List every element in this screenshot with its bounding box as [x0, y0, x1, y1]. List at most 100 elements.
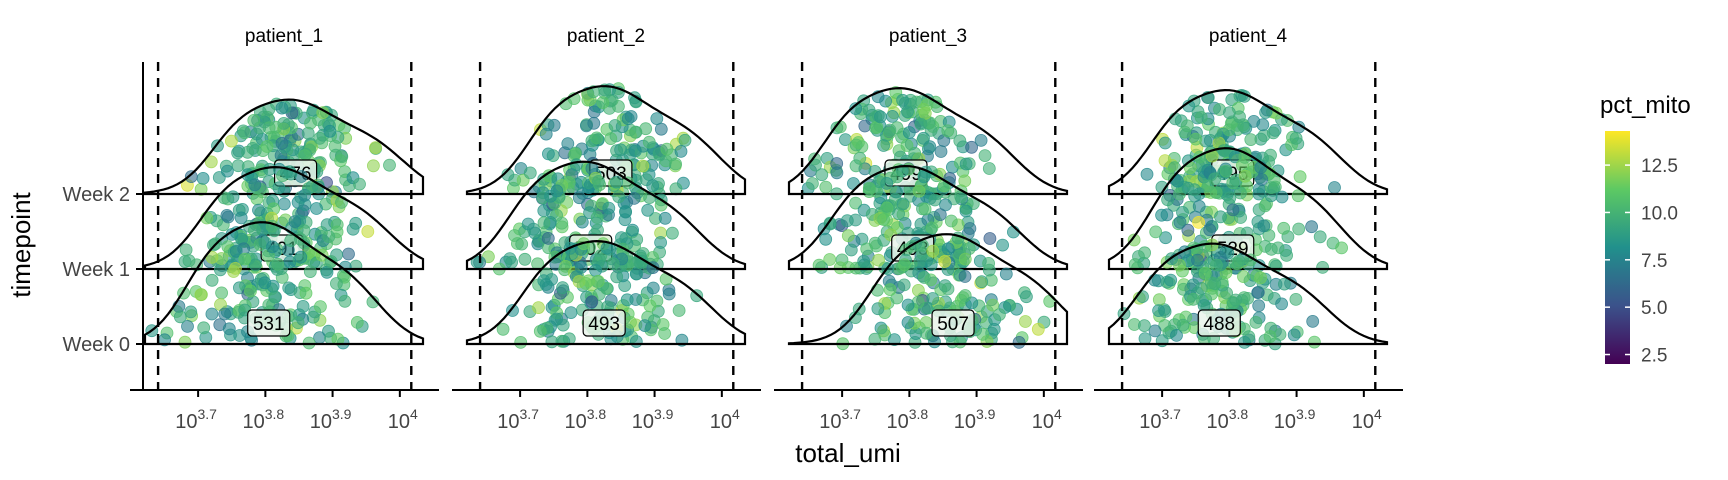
cell-point: [658, 211, 672, 225]
cell-point: [572, 191, 586, 205]
cell-point: [514, 335, 528, 349]
cell-point: [913, 254, 927, 268]
cell-point: [1264, 148, 1277, 162]
cell-point: [917, 271, 931, 284]
density-outline: [143, 165, 425, 271]
cell-point: [898, 258, 911, 272]
cell-point: [283, 255, 297, 269]
cell-point: [941, 282, 955, 296]
cell-point: [383, 158, 396, 172]
cell-point: [218, 307, 232, 321]
cell-point: [227, 265, 241, 278]
cell-point: [1194, 111, 1208, 124]
legend-tick-label: 5.0: [1641, 298, 1667, 319]
cell-point: [568, 147, 582, 161]
cell-point: [678, 133, 692, 147]
cell-point: [1254, 271, 1267, 285]
cell-point: [630, 267, 643, 281]
cell-point: [1161, 167, 1175, 181]
x-tick-label: 103.8: [887, 406, 929, 433]
cell-point: [197, 321, 211, 335]
cell-point: [589, 263, 602, 277]
cell-point: [1204, 276, 1218, 290]
cell-point: [672, 304, 686, 317]
cell-point: [833, 261, 847, 275]
cell-point: [646, 179, 660, 193]
cell-point: [890, 185, 903, 199]
cell-point: [590, 211, 604, 224]
cell-point: [614, 143, 627, 157]
cell-point: [1217, 144, 1231, 158]
cell-point: [1275, 190, 1289, 204]
density-outline: [465, 160, 747, 271]
cell-point: [545, 335, 559, 349]
cell-point: [858, 119, 872, 133]
cell-point: [959, 204, 973, 218]
cell-point: [1198, 240, 1211, 253]
density-outline: [465, 239, 747, 346]
cell-point: [252, 203, 265, 217]
cell-point: [618, 213, 632, 227]
cell-point: [313, 331, 327, 345]
x-tick-label: 103.8: [1207, 406, 1249, 433]
cell-point: [819, 180, 833, 194]
cell-point: [958, 270, 972, 283]
cell-point: [1159, 231, 1172, 245]
cell-point: [925, 221, 939, 235]
cell-point: [919, 326, 933, 340]
cell-point: [1148, 324, 1162, 338]
density-outline: [787, 86, 1069, 196]
cell-point: [181, 319, 194, 333]
cell-point: [806, 177, 819, 190]
cell-point: [1244, 133, 1258, 147]
cell-point: [1181, 223, 1195, 237]
cell-point: [1280, 248, 1293, 262]
cell-point: [958, 174, 972, 188]
cell-point: [654, 236, 667, 249]
cell-point: [204, 155, 218, 169]
cell-point: [666, 226, 679, 240]
cell-point: [194, 288, 208, 302]
x-tick-label: 104: [388, 406, 418, 433]
cell-point: [896, 93, 909, 107]
cell-point: [547, 118, 561, 132]
x-tick-label: 103.7: [175, 406, 217, 433]
cell-point: [1308, 335, 1321, 349]
cell-point: [532, 301, 545, 315]
cell-point: [508, 229, 521, 242]
cell-point: [1138, 319, 1151, 333]
cell-point: [329, 277, 343, 290]
cell-point: [1238, 169, 1252, 183]
cell-point: [260, 140, 274, 153]
cell-point: [1263, 330, 1277, 343]
cell-point: [815, 168, 829, 182]
cell-point: [184, 305, 198, 319]
cell-point: [346, 222, 360, 236]
cell-point: [550, 312, 564, 326]
cell-point: [890, 170, 904, 184]
cell-point: [1232, 254, 1246, 268]
cell-point: [349, 259, 363, 273]
cell-point: [646, 281, 660, 295]
cell-point: [841, 229, 855, 243]
cell-point: [872, 253, 885, 267]
cell-point: [872, 175, 886, 189]
y-tick-label: Week 0: [63, 334, 130, 356]
legend-tick-label: 12.5: [1641, 156, 1678, 177]
cell-point: [626, 223, 639, 237]
cell-point: [660, 142, 674, 156]
cell-point: [1209, 125, 1222, 139]
cell-point: [303, 265, 317, 279]
cell-point: [1128, 258, 1142, 271]
cell-point: [320, 265, 334, 279]
cell-point: [1226, 203, 1240, 217]
cell-point: [983, 232, 997, 245]
y-axis-title: timepoint: [6, 191, 36, 297]
cell-point: [612, 190, 626, 204]
cell-point: [975, 275, 989, 289]
cell-point: [999, 267, 1013, 281]
cell-point: [1277, 221, 1291, 235]
facet-title: patient_4: [1209, 26, 1288, 47]
